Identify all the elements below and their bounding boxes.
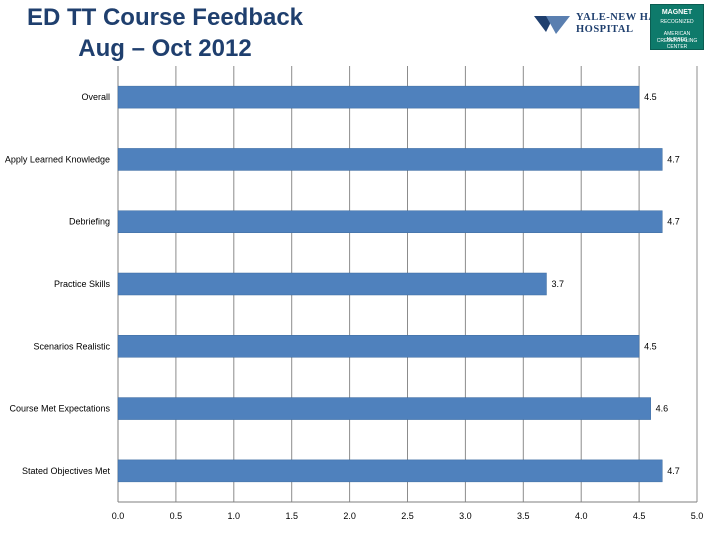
data-label: 4.6 <box>656 404 669 414</box>
category-label: Apply Learned Knowledge <box>5 154 110 164</box>
bar <box>117 459 663 483</box>
x-tick-label: 1.0 <box>228 511 241 521</box>
x-tick-label: 3.5 <box>517 511 530 521</box>
data-label: 4.7 <box>667 217 680 227</box>
title-line-1: ED TT Course Feedback <box>26 4 304 31</box>
x-tick-label: 2.5 <box>401 511 414 521</box>
data-label: 4.5 <box>644 341 657 351</box>
category-label: Course Met Expectations <box>9 404 110 414</box>
hospital-logo: YALE-NEW HAVEN HOSPITAL MAGNET RECOGNIZE… <box>532 4 712 50</box>
category-label: Overall <box>81 92 110 102</box>
category-label: Debriefing <box>69 217 110 227</box>
data-label: 4.7 <box>667 466 680 476</box>
bar <box>117 148 663 171</box>
data-label: 4.7 <box>667 154 680 164</box>
x-tick-label: 0.5 <box>170 511 183 521</box>
data-label: 4.5 <box>644 92 657 102</box>
x-tick-label: 3.0 <box>459 511 472 521</box>
bar <box>117 397 651 420</box>
badge-line-1: MAGNET <box>661 9 693 16</box>
hospital-emblem-icon <box>534 16 570 34</box>
bar <box>117 210 663 233</box>
hospital-name-line-1: YALE-NEW HAVEN <box>576 12 679 23</box>
x-tick-label: 5.0 <box>691 511 704 521</box>
hospital-name: YALE-NEW HAVEN HOSPITAL <box>576 12 679 36</box>
x-tick-label: 0.0 <box>112 511 125 521</box>
badge-line-4: CREDENTIALING CENTER <box>656 38 698 50</box>
chart-title: ED TT Course Feedback Aug – Oct 2012 <box>0 2 330 64</box>
x-tick-label: 4.5 <box>633 511 646 521</box>
title-line-2: Aug – Oct 2012 <box>78 35 252 62</box>
data-label: 3.7 <box>551 279 564 289</box>
magnet-badge: MAGNET RECOGNIZED AMERICAN NURSES CREDEN… <box>650 4 704 50</box>
category-label: Scenarios Realistic <box>33 341 110 351</box>
hospital-name-line-2: HOSPITAL <box>576 24 634 35</box>
bar <box>117 272 547 296</box>
x-tick-label: 2.0 <box>343 511 356 521</box>
category-label: Practice Skills <box>54 279 111 289</box>
x-tick-label: 4.0 <box>575 511 588 521</box>
category-label: Stated Objectives Met <box>22 466 111 476</box>
x-tick-label: 1.5 <box>285 511 298 521</box>
bar <box>117 335 640 358</box>
bar <box>117 85 640 109</box>
badge-line-2: RECOGNIZED <box>660 19 694 25</box>
badge-line-3: AMERICAN NURSES <box>663 31 691 43</box>
